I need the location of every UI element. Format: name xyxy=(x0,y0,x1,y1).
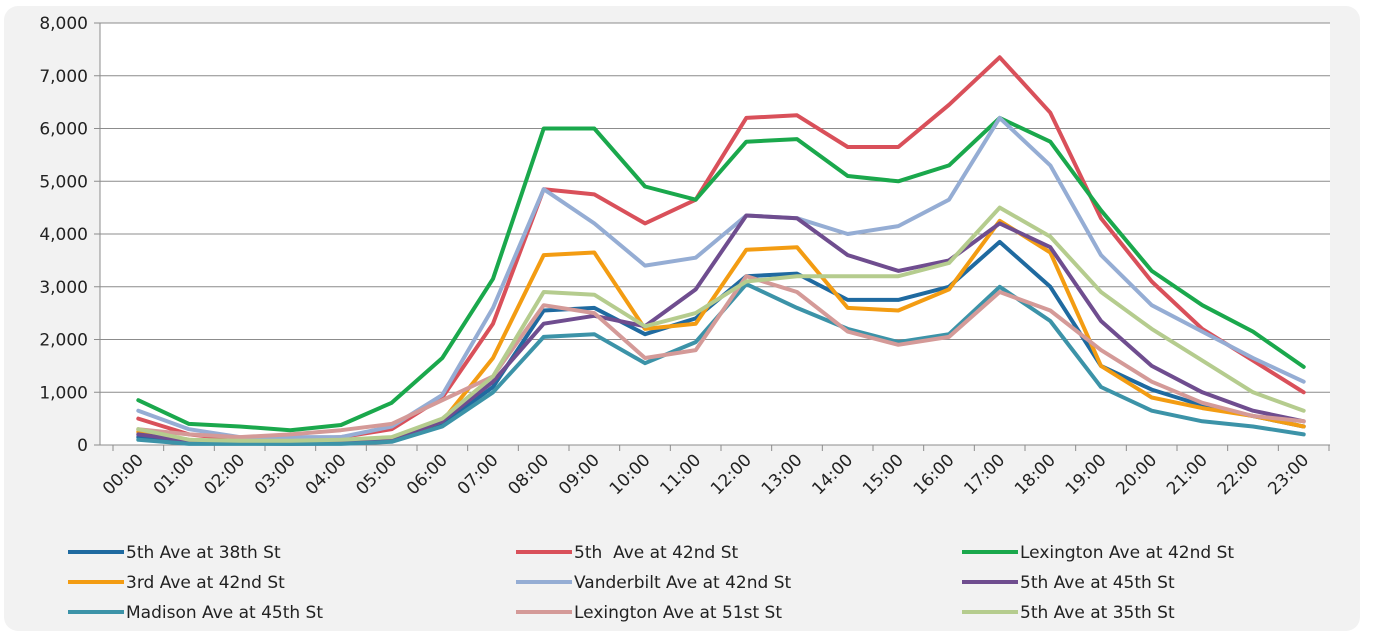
legend-text: Lexington Ave at 42nd St xyxy=(1020,543,1234,563)
legend-text: 3rd Ave at 42nd St xyxy=(126,573,285,593)
y-tick-label: 7,000 xyxy=(39,67,88,87)
legend-text: 5th Ave at 45th St xyxy=(1020,573,1175,593)
legend-text: 5th Ave at 35th St xyxy=(1020,603,1175,623)
series-line xyxy=(136,274,1306,440)
legend-text: 5th Ave at 38th St xyxy=(126,543,281,563)
legend-text: Madison Ave at 45th St xyxy=(126,603,323,623)
y-tick-label: 5,000 xyxy=(39,172,88,192)
series-line xyxy=(136,115,1306,440)
y-tick-label: 3,000 xyxy=(39,278,88,298)
y-tick-label: 2,000 xyxy=(39,331,88,351)
y-tick-label: 6,000 xyxy=(39,120,88,140)
series-line xyxy=(136,205,1306,443)
y-tick-label: 0 xyxy=(77,436,88,456)
legend-text: Vanderbilt Ave at 42nd St xyxy=(574,573,791,593)
y-tick-label: 4,000 xyxy=(39,225,88,245)
legend-text: 5th Ave at 42nd St xyxy=(574,543,738,563)
y-tick-label: 8,000 xyxy=(39,14,88,34)
y-tick-label: 1,000 xyxy=(39,383,88,403)
series-line xyxy=(136,115,1306,433)
legend-text: Lexington Ave at 51st St xyxy=(574,603,782,623)
